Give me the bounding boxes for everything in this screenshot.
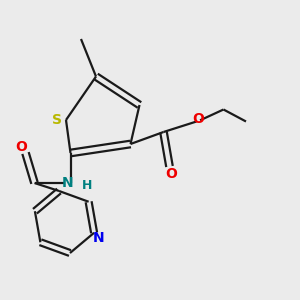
Text: N: N	[62, 176, 73, 190]
Text: H: H	[82, 179, 92, 192]
Text: S: S	[52, 113, 62, 127]
Text: O: O	[192, 112, 204, 126]
Text: O: O	[15, 140, 27, 154]
Text: O: O	[165, 167, 177, 181]
Text: N: N	[93, 231, 104, 245]
